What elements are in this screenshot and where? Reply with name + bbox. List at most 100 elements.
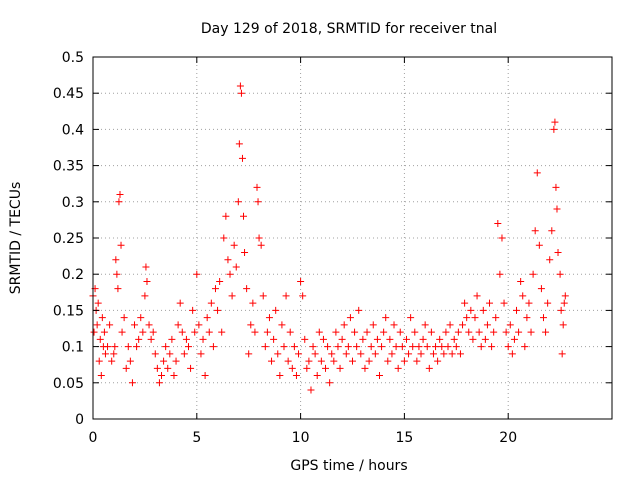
data-point — [502, 328, 510, 336]
data-point — [110, 350, 118, 358]
data-point — [303, 364, 311, 372]
data-point — [278, 321, 286, 329]
data-point — [392, 343, 400, 351]
data-point — [133, 343, 141, 351]
data-point — [203, 314, 211, 322]
y-tick-label: 0.4 — [62, 122, 84, 138]
data-point — [529, 270, 537, 278]
data-point — [417, 350, 425, 358]
data-point — [184, 343, 192, 351]
data-point — [305, 357, 313, 365]
y-tick-label: 0.05 — [53, 376, 84, 392]
data-point — [201, 372, 209, 380]
data-point — [413, 357, 421, 365]
data-point — [552, 183, 560, 191]
data-point — [550, 125, 558, 133]
data-point — [351, 328, 359, 336]
data-point — [142, 263, 150, 271]
data-point — [554, 248, 562, 256]
x-tick-label: 15 — [395, 430, 413, 446]
data-point — [97, 372, 105, 380]
data-point — [415, 343, 423, 351]
data-point — [479, 306, 487, 314]
data-point — [259, 292, 267, 300]
data-point — [500, 299, 508, 307]
data-point — [405, 350, 413, 358]
data-point — [384, 357, 392, 365]
data-point — [498, 234, 506, 242]
x-tick-label: 20 — [499, 430, 517, 446]
data-point — [423, 343, 431, 351]
data-point — [137, 314, 145, 322]
data-point — [388, 350, 396, 358]
data-point — [517, 277, 525, 285]
data-point — [180, 350, 188, 358]
data-point — [553, 205, 561, 213]
data-point — [456, 350, 464, 358]
data-point — [178, 328, 186, 336]
data-point — [508, 350, 516, 358]
data-point — [199, 335, 207, 343]
data-point — [454, 328, 462, 336]
data-point — [527, 328, 535, 336]
data-point — [255, 234, 263, 242]
data-point — [205, 328, 213, 336]
data-point — [145, 321, 153, 329]
data-point — [220, 234, 228, 242]
data-point — [160, 357, 168, 365]
data-point — [261, 343, 269, 351]
data-point — [380, 328, 388, 336]
data-point — [106, 321, 114, 329]
data-point — [544, 299, 552, 307]
data-point — [328, 350, 336, 358]
data-point — [353, 343, 361, 351]
data-point — [365, 357, 373, 365]
y-tick-label: 0.15 — [53, 303, 84, 319]
data-point — [276, 372, 284, 380]
axis-ticks: 0 0.05 0.1 0.15 0.2 0.25 0.3 0.35 0.4 0.45 0.5 0 5 10… — [53, 50, 612, 446]
data-point — [459, 321, 467, 329]
data-point — [504, 343, 512, 351]
data-point — [98, 314, 106, 322]
data-point — [363, 328, 371, 336]
data-point — [162, 343, 170, 351]
data-point — [90, 328, 98, 336]
data-point — [240, 212, 248, 220]
y-tick-label: 0 — [75, 412, 84, 428]
data-point — [94, 299, 102, 307]
data-point — [486, 299, 494, 307]
data-point — [307, 386, 315, 394]
y-tick-label: 0.3 — [62, 195, 84, 211]
data-point — [407, 314, 415, 322]
data-point — [560, 299, 568, 307]
data-point — [446, 321, 454, 329]
data-point — [235, 140, 243, 148]
y-axis-label: SRMTID / TECUs — [8, 182, 24, 295]
data-point — [187, 364, 195, 372]
data-point — [513, 306, 521, 314]
y-tick-label: 0.45 — [53, 86, 84, 102]
data-point — [254, 198, 262, 206]
data-point — [432, 343, 440, 351]
data-point — [284, 357, 292, 365]
data-point — [155, 379, 163, 387]
data-point — [224, 256, 232, 264]
data-point — [421, 321, 429, 329]
data-point — [425, 364, 433, 372]
data-point — [369, 321, 377, 329]
data-point — [519, 292, 527, 300]
y-tick-label: 0.25 — [53, 231, 84, 247]
data-point — [104, 343, 112, 351]
data-point — [346, 314, 354, 322]
data-point — [344, 343, 352, 351]
data-point — [113, 270, 121, 278]
data-point — [533, 169, 541, 177]
data-point — [216, 277, 224, 285]
data-point — [191, 328, 199, 336]
data-point — [238, 154, 246, 162]
data-point — [317, 357, 325, 365]
data-point — [396, 328, 404, 336]
data-point — [349, 357, 356, 365]
scatter-points — [89, 82, 569, 394]
